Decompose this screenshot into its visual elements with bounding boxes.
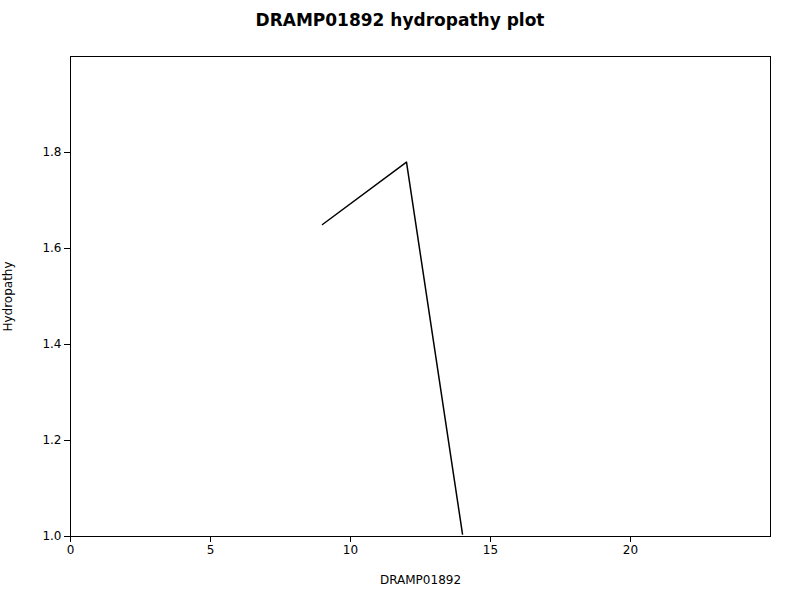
svg-text:Hydropathy: Hydropathy: [1, 261, 15, 331]
svg-text:1.0: 1.0: [42, 529, 61, 543]
svg-text:1.6: 1.6: [42, 241, 61, 255]
svg-text:DRAMP01892: DRAMP01892: [380, 573, 461, 587]
svg-text:1.4: 1.4: [42, 337, 61, 351]
html-text:DRAMP01892 hydropathy plot: DRAMP01892 hydropathy plot: [255, 10, 545, 30]
svg-text:1.2: 1.2: [42, 433, 61, 447]
svg-text:15: 15: [483, 543, 498, 557]
svg-text:10: 10: [343, 543, 358, 557]
svg-text:5: 5: [207, 543, 215, 557]
svg-text:1.8: 1.8: [42, 145, 61, 159]
svg-text:0: 0: [67, 543, 75, 557]
svg-text:20: 20: [623, 543, 638, 557]
